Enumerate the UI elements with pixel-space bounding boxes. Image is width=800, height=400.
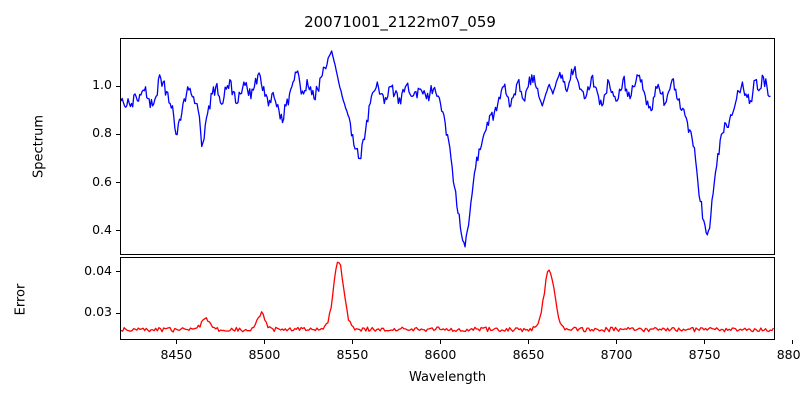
x-tick-mark <box>704 340 706 344</box>
spectrum-y-tick-label: 0.8 <box>92 125 112 141</box>
figure-title: 20071001_2122m07_059 <box>304 13 496 31</box>
x-tick-mark <box>175 340 177 344</box>
x-tick-label: 8600 <box>424 347 457 362</box>
x-tick-mark <box>351 340 353 344</box>
spectrum-line <box>121 51 770 247</box>
x-tick-label: 8500 <box>248 347 281 362</box>
error-series-svg <box>121 258 774 339</box>
error-y-tick-mark <box>116 271 120 273</box>
spectrum-plot-area <box>120 38 775 255</box>
spectrum-y-tick-mark <box>116 133 120 136</box>
x-tick-mark <box>616 340 618 344</box>
spectrum-y-tick-mark <box>116 230 120 232</box>
x-tick-label: 8700 <box>600 347 633 362</box>
spectrum-series-svg <box>121 39 774 254</box>
error-plot-area <box>120 257 775 340</box>
error-y-tick-label: 0.03 <box>84 304 112 320</box>
error-axis-label: Error <box>13 283 29 316</box>
spectrum-y-tick-label: 1.0 <box>92 77 112 93</box>
spectrum-y-tick-label: 0.4 <box>92 221 112 237</box>
x-tick-label: 8450 <box>160 347 193 362</box>
x-tick-label: 8800 <box>776 347 800 362</box>
x-tick-mark <box>792 340 794 344</box>
spectrum-y-tick-mark <box>116 182 120 184</box>
x-tick-label: 8650 <box>512 347 545 362</box>
x-tick-label: 8750 <box>688 347 721 362</box>
x-tick-mark <box>527 340 530 344</box>
x-tick-mark <box>439 340 442 344</box>
error-line <box>121 262 773 332</box>
x-tick-mark <box>263 340 265 344</box>
error-y-tick-label: 0.04 <box>84 262 112 278</box>
error-y-tick-mark <box>116 312 120 314</box>
x-axis-label: Wavelength <box>408 370 487 385</box>
spectrum-y-tick-mark <box>116 85 120 87</box>
spectrum-axis-label: Spectrum <box>31 115 47 178</box>
x-tick-label: 8550 <box>336 347 369 362</box>
spectrum-y-tick-label: 0.6 <box>92 173 112 189</box>
